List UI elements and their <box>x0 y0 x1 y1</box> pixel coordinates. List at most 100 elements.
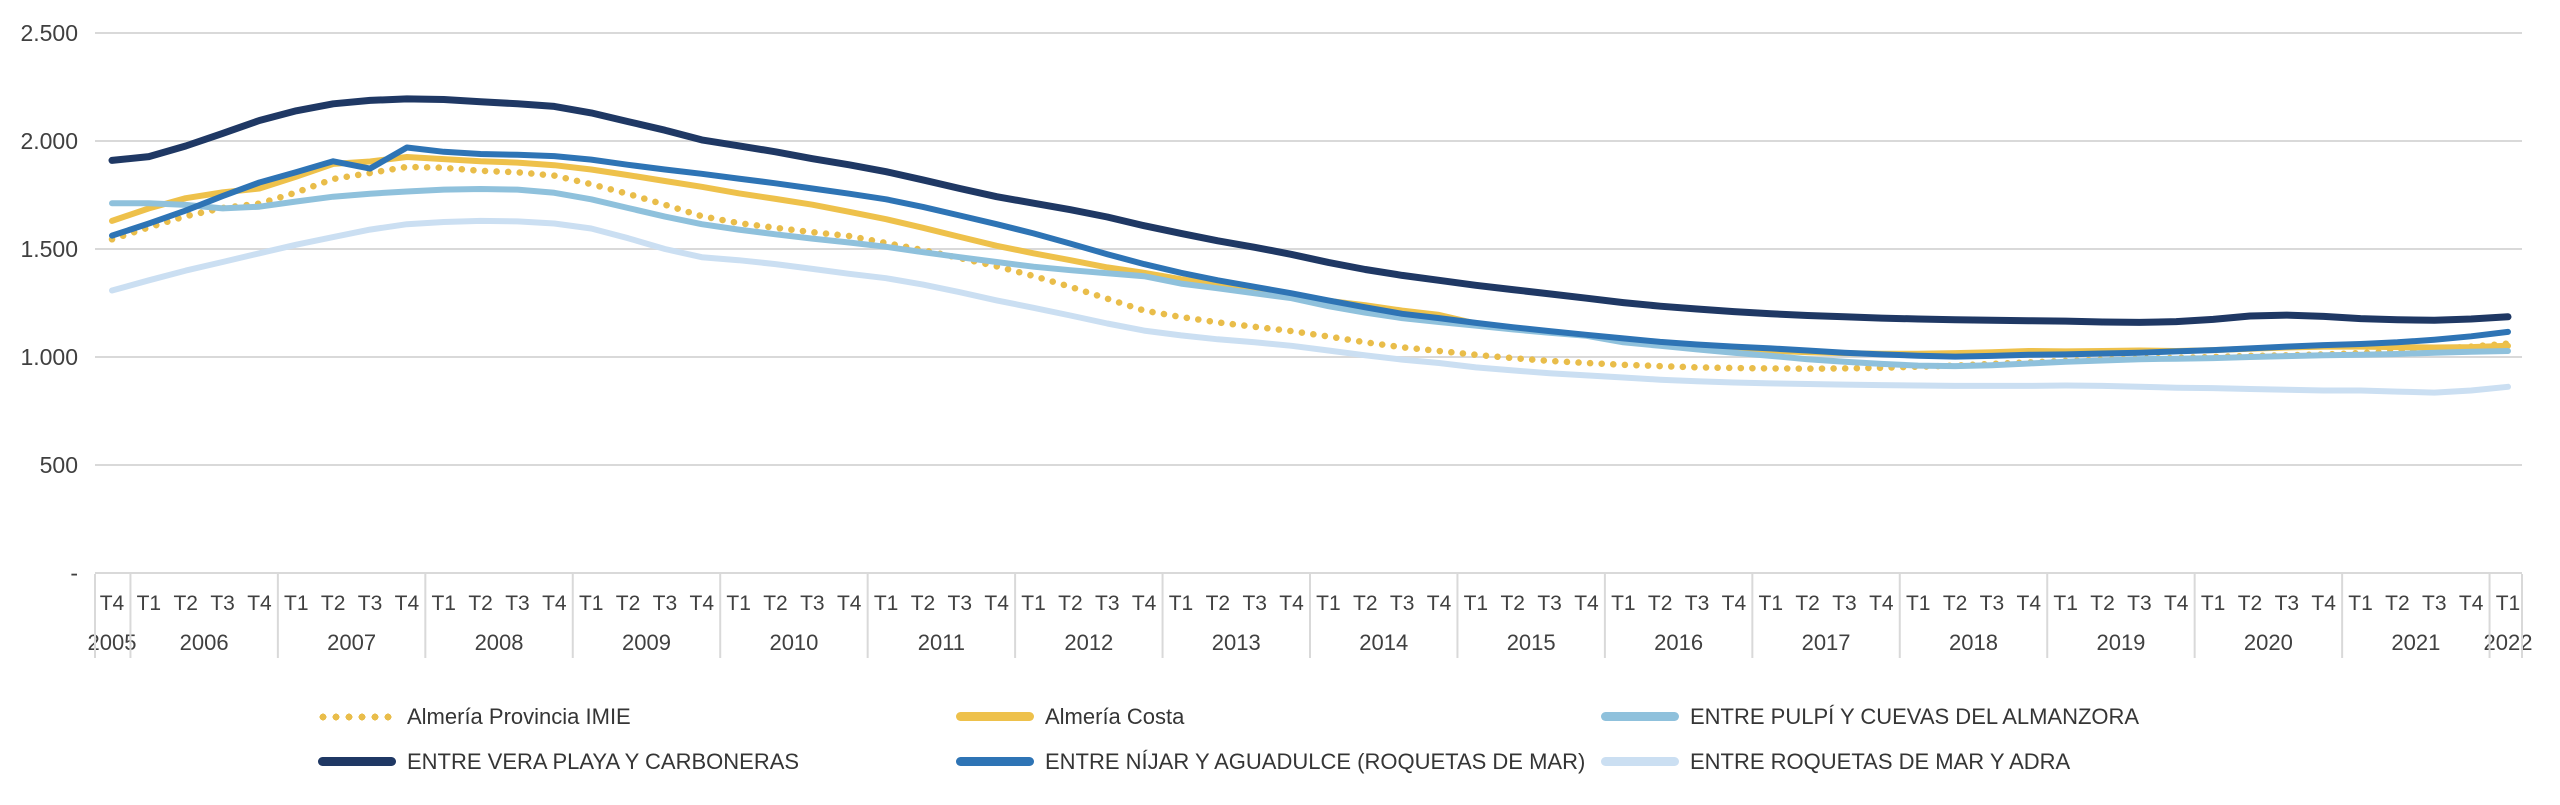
solid-line-swatch-icon <box>1601 712 1679 721</box>
legend-item-almeria-costa: Almería Costa <box>956 704 1601 730</box>
quarter-label: T2 <box>1648 592 1673 615</box>
quarter-label: T3 <box>1685 592 1710 615</box>
solid-line-swatch-icon <box>956 757 1034 766</box>
legend-item-almeria-provincia-imie: Almería Provincia IMIE <box>318 704 956 730</box>
quarter-label: T1 <box>137 592 162 615</box>
quarter-label: T2 <box>1500 592 1525 615</box>
year-label: 2020 <box>2244 630 2293 655</box>
quarter-label: T3 <box>358 592 383 615</box>
quarter-label: T2 <box>763 592 788 615</box>
quarter-label: T4 <box>1574 592 1599 615</box>
series-line-0 <box>108 163 2512 372</box>
quarter-label: T1 <box>579 592 604 615</box>
solid-line-swatch-icon <box>1601 757 1679 766</box>
series-line-2 <box>109 186 2511 370</box>
y-axis-label: 1.000 <box>20 344 78 370</box>
quarter-label: T3 <box>1537 592 1562 615</box>
quarter-label: T2 <box>2238 592 2263 615</box>
series-line-4 <box>109 144 2511 360</box>
year-label: 2008 <box>475 630 524 655</box>
legend-label: ENTRE ROQUETAS DE MAR Y ADRA <box>1690 748 2071 774</box>
quarter-label: T2 <box>1353 592 1378 615</box>
quarter-label: T1 <box>874 592 899 615</box>
legend-item-nijar-aguadulce: ENTRE NÍJAR Y AGUADULCE (ROQUETAS DE MAR… <box>956 749 1601 775</box>
quarter-label: T1 <box>1906 592 1931 615</box>
quarter-label: T2 <box>616 592 641 615</box>
quarter-label: T3 <box>210 592 235 615</box>
quarter-label: T3 <box>1242 592 1267 615</box>
solid-line-swatch-icon <box>956 712 1034 721</box>
quarter-label: T4 <box>1132 592 1157 615</box>
year-label: 2011 <box>918 630 965 655</box>
solid-line-swatch-icon <box>318 757 396 766</box>
quarter-label: T1 <box>1464 592 1489 615</box>
quarter-label: T4 <box>1722 592 1747 615</box>
quarter-label: T3 <box>1390 592 1415 615</box>
y-axis-label: 2.000 <box>20 128 78 154</box>
legend-label: Almería Provincia IMIE <box>407 703 631 729</box>
year-label: 2022 <box>2484 630 2533 655</box>
year-label: 2006 <box>180 630 229 655</box>
quarter-label: T2 <box>1058 592 1083 615</box>
quarter-label: T1 <box>284 592 309 615</box>
quarter-label: T2 <box>468 592 493 615</box>
quarter-label: T3 <box>505 592 530 615</box>
quarter-label: T4 <box>2164 592 2189 615</box>
quarter-label: T1 <box>2348 592 2373 615</box>
quarter-label: T1 <box>1021 592 1046 615</box>
y-axis-label: 1.500 <box>20 236 78 262</box>
year-label: 2010 <box>769 630 818 655</box>
quarter-label: T2 <box>1206 592 1231 615</box>
quarter-label: T3 <box>1980 592 2005 615</box>
quarter-label: T1 <box>726 592 751 615</box>
year-label: 2016 <box>1654 630 1703 655</box>
legend-item-roquetas-adra: ENTRE ROQUETAS DE MAR Y ADRA <box>1601 749 2560 775</box>
y-axis-label: 2.500 <box>20 20 78 46</box>
quarter-label: T4 <box>837 592 862 615</box>
year-label: 2015 <box>1507 630 1556 655</box>
quarter-label: T2 <box>321 592 346 615</box>
quarter-label: T1 <box>1759 592 1784 615</box>
quarter-label: T4 <box>247 592 272 615</box>
quarter-label: T3 <box>2275 592 2300 615</box>
quarter-label: T4 <box>984 592 1009 615</box>
year-label: 2021 <box>2391 630 2440 655</box>
quarter-label: T3 <box>653 592 678 615</box>
quarter-label: T4 <box>1427 592 1452 615</box>
quarter-label: T1 <box>1611 592 1636 615</box>
legend-item-pulpi-cuevas: ENTRE PULPÍ Y CUEVAS DEL ALMANZORA <box>1601 704 2560 730</box>
quarter-label: T1 <box>1169 592 1194 615</box>
quarter-label: T1 <box>2053 592 2078 615</box>
legend-label: ENTRE NÍJAR Y AGUADULCE (ROQUETAS DE MAR… <box>1045 748 1586 774</box>
quarter-label: T3 <box>800 592 825 615</box>
quarter-label: T4 <box>2459 592 2484 615</box>
quarter-label: T4 <box>395 592 420 615</box>
quarter-label: T3 <box>2422 592 2447 615</box>
year-label: 2018 <box>1949 630 1998 655</box>
year-label: 2009 <box>622 630 671 655</box>
quarter-label: T2 <box>2385 592 2410 615</box>
quarter-label: T4 <box>542 592 567 615</box>
quarter-label: T4 <box>2311 592 2336 615</box>
quarter-label: T1 <box>2496 592 2521 615</box>
quarter-label: T2 <box>2090 592 2115 615</box>
quarter-label: T3 <box>2127 592 2152 615</box>
quarter-label: T4 <box>1279 592 1304 615</box>
quarter-label: T3 <box>1095 592 1120 615</box>
series-line-5 <box>109 217 2511 396</box>
quarter-label: T2 <box>173 592 198 615</box>
legend-item-vera-playa-carboneras: ENTRE VERA PLAYA Y CARBONERAS <box>318 749 956 775</box>
legend-row-1: Almería Provincia IMIE Almería Costa ENT… <box>0 694 2560 739</box>
quarter-label: T1 <box>431 592 456 615</box>
y-axis-label: - <box>70 560 78 586</box>
quarter-label: T2 <box>1943 592 1968 615</box>
legend: Almería Provincia IMIE Almería Costa ENT… <box>0 694 2560 784</box>
legend-label: Almería Costa <box>1045 703 1185 729</box>
quarter-label: T4 <box>2017 592 2042 615</box>
year-label: 2017 <box>1802 630 1851 655</box>
year-label: 2013 <box>1212 630 1261 655</box>
legend-label: ENTRE VERA PLAYA Y CARBONERAS <box>407 748 800 774</box>
quarter-label: T1 <box>2201 592 2226 615</box>
quarter-label: T3 <box>1832 592 1857 615</box>
